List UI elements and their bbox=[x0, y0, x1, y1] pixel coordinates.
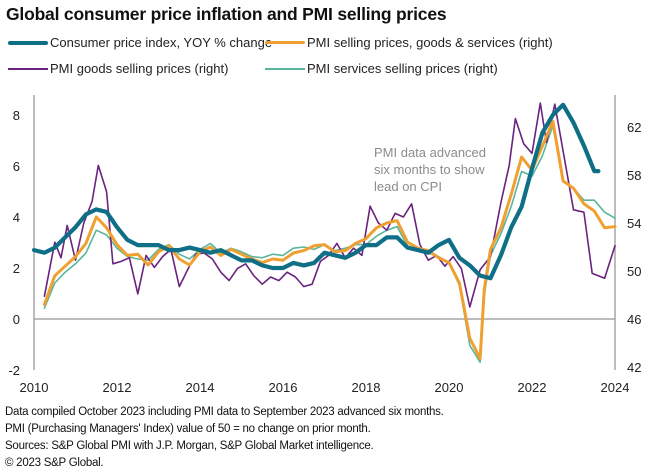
pmi-services-line bbox=[43, 125, 616, 364]
series-lines bbox=[31, 102, 617, 364]
footer-line-copyright: © 2023 S&P Global. bbox=[5, 457, 104, 469]
right-axis-ticks: 42 46 50 54 58 62 bbox=[627, 120, 641, 375]
legend-swatch-pmi-composite bbox=[265, 41, 305, 44]
legend-label-cpi: Consumer price index, YOY % change bbox=[50, 35, 273, 50]
annotation-line-3: lead on CPI bbox=[374, 179, 442, 194]
x-tick-label: 2010 bbox=[20, 380, 49, 395]
annotation-line-2: six months to show bbox=[374, 162, 485, 177]
x-axis-ticks: 2010 2012 2014 2016 2018 2020 2022 2024 bbox=[20, 380, 630, 395]
legend-swatch-pmi-goods bbox=[8, 67, 48, 70]
legend-label-pmi-services: PMI services selling prices (right) bbox=[307, 61, 498, 76]
legend-swatch-pmi-services bbox=[265, 67, 305, 70]
chart-title: Global consumer price inflation and PMI … bbox=[6, 4, 447, 24]
x-tick-label: 2024 bbox=[601, 380, 630, 395]
left-tick-label: 6 bbox=[13, 159, 20, 174]
left-tick-label: 2 bbox=[13, 261, 20, 276]
left-tick-label: 0 bbox=[13, 312, 20, 327]
legend-item-pmi-goods: PMI goods selling prices (right) bbox=[8, 61, 228, 76]
pmi-composite-line bbox=[42, 119, 617, 361]
x-tick-label: 2012 bbox=[103, 380, 132, 395]
annotation-line-1: PMI data advanced bbox=[374, 145, 486, 160]
footer-notes: Data compiled October 2023 including PMI… bbox=[5, 404, 444, 472]
x-tick-label: 2016 bbox=[269, 380, 298, 395]
right-tick-label: 62 bbox=[627, 120, 641, 135]
cpi-line bbox=[31, 102, 601, 281]
right-tick-label: 54 bbox=[627, 216, 641, 231]
left-tick-label: 8 bbox=[13, 108, 20, 123]
footer-line-pmi-definition: PMI (Purchasing Managers' Index) value o… bbox=[5, 423, 371, 435]
right-tick-label: 58 bbox=[627, 168, 641, 183]
x-tick-label: 2022 bbox=[518, 380, 547, 395]
axes bbox=[33, 95, 616, 370]
pmi-goods-line bbox=[43, 102, 616, 308]
legend-label-pmi-composite: PMI selling prices, goods & services (ri… bbox=[307, 35, 553, 50]
x-tick-label: 2018 bbox=[352, 380, 381, 395]
right-tick-label: 46 bbox=[627, 312, 641, 327]
x-tick-label: 2014 bbox=[186, 380, 215, 395]
right-tick-label: 50 bbox=[627, 264, 641, 279]
legend-item-pmi-composite: PMI selling prices, goods & services (ri… bbox=[265, 35, 553, 50]
x-tick-label: 2020 bbox=[435, 380, 464, 395]
legend-item-pmi-services: PMI services selling prices (right) bbox=[265, 61, 498, 76]
legend-label-pmi-goods: PMI goods selling prices (right) bbox=[50, 61, 229, 76]
legend-item-cpi: Consumer price index, YOY % change bbox=[8, 35, 272, 50]
footer-line-data-compiled: Data compiled October 2023 including PMI… bbox=[5, 406, 444, 418]
left-tick-label: 4 bbox=[13, 210, 20, 225]
legend-swatch-cpi bbox=[8, 40, 48, 45]
footer-line-sources: Sources: S&P Global PMI with J.P. Morgan… bbox=[5, 440, 374, 452]
left-axis-ticks: -2 0 2 4 6 8 bbox=[8, 108, 20, 378]
right-tick-label: 42 bbox=[627, 360, 641, 375]
left-tick-label: -2 bbox=[8, 363, 20, 378]
